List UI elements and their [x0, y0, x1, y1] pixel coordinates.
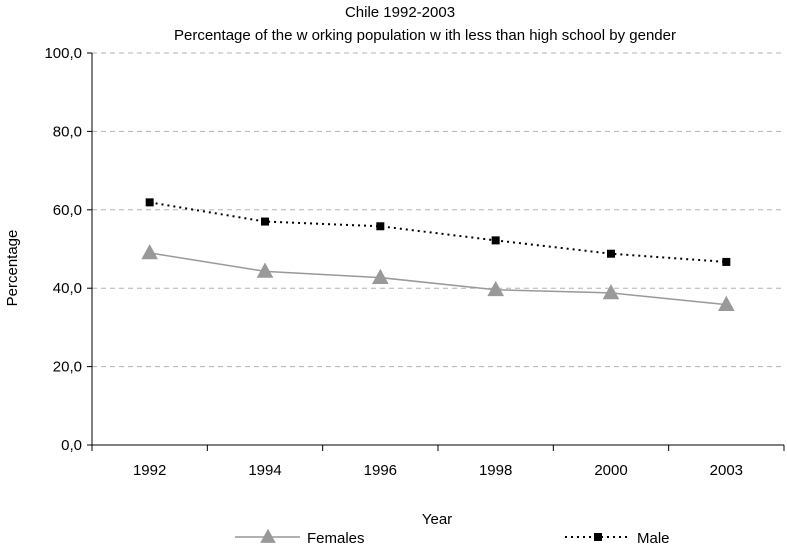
data-point-females	[718, 295, 735, 312]
data-point-females	[256, 262, 274, 278]
axes	[87, 52, 785, 451]
chart-subtitle: Percentage of the w orking population w …	[174, 27, 676, 44]
data-point-females	[487, 280, 504, 297]
x-axis-title: Year	[422, 511, 452, 528]
x-tick-label: 1994	[248, 462, 281, 479]
y-tick-label: 100,0	[44, 45, 82, 62]
data-point-male	[491, 236, 500, 245]
y-tick-label: 20,0	[53, 359, 82, 376]
data-point-male	[261, 217, 269, 226]
legend-item-females: Females	[235, 528, 365, 547]
series-females	[141, 244, 735, 312]
x-tick-label: 1998	[479, 462, 512, 479]
data-point-male	[607, 249, 615, 258]
data-point-females	[602, 284, 620, 300]
series-line-females	[149, 252, 727, 306]
y-tick-labels: 0,0 20,0 40,0 60,0 80,0 100,0	[44, 45, 82, 454]
data-point-females	[141, 244, 158, 260]
series-line-male	[149, 201, 727, 263]
y-tick-label: 0,0	[61, 437, 82, 454]
chart-title: Chile 1992-2003	[345, 4, 455, 21]
x-tick-label: 1992	[133, 462, 166, 479]
series-male	[145, 198, 731, 266]
data-point-male	[722, 257, 731, 266]
legend-marker-male	[594, 533, 602, 541]
y-tick-label: 60,0	[53, 202, 82, 219]
x-tick-label: 2000	[594, 462, 627, 479]
data-point-male	[376, 222, 385, 231]
legend-marker-females	[260, 528, 276, 543]
gridlines	[92, 52, 784, 368]
data-point-females	[372, 268, 389, 284]
x-tick-label: 2003	[710, 462, 743, 479]
y-tick-label: 40,0	[53, 280, 82, 297]
legend-label-females: Females	[307, 530, 365, 547]
y-tick-label: 80,0	[53, 123, 82, 140]
y-axis-title: Percentage	[4, 230, 21, 307]
legend-label-male: Male	[637, 530, 670, 547]
data-series	[141, 198, 735, 312]
data-point-male	[145, 198, 154, 207]
x-tick-label: 1996	[364, 462, 397, 479]
x-tick-labels: 1992 1994 1996 1998 2000 2003	[133, 462, 743, 479]
legend: Females Male	[235, 528, 670, 547]
legend-item-male: Male	[565, 530, 670, 547]
